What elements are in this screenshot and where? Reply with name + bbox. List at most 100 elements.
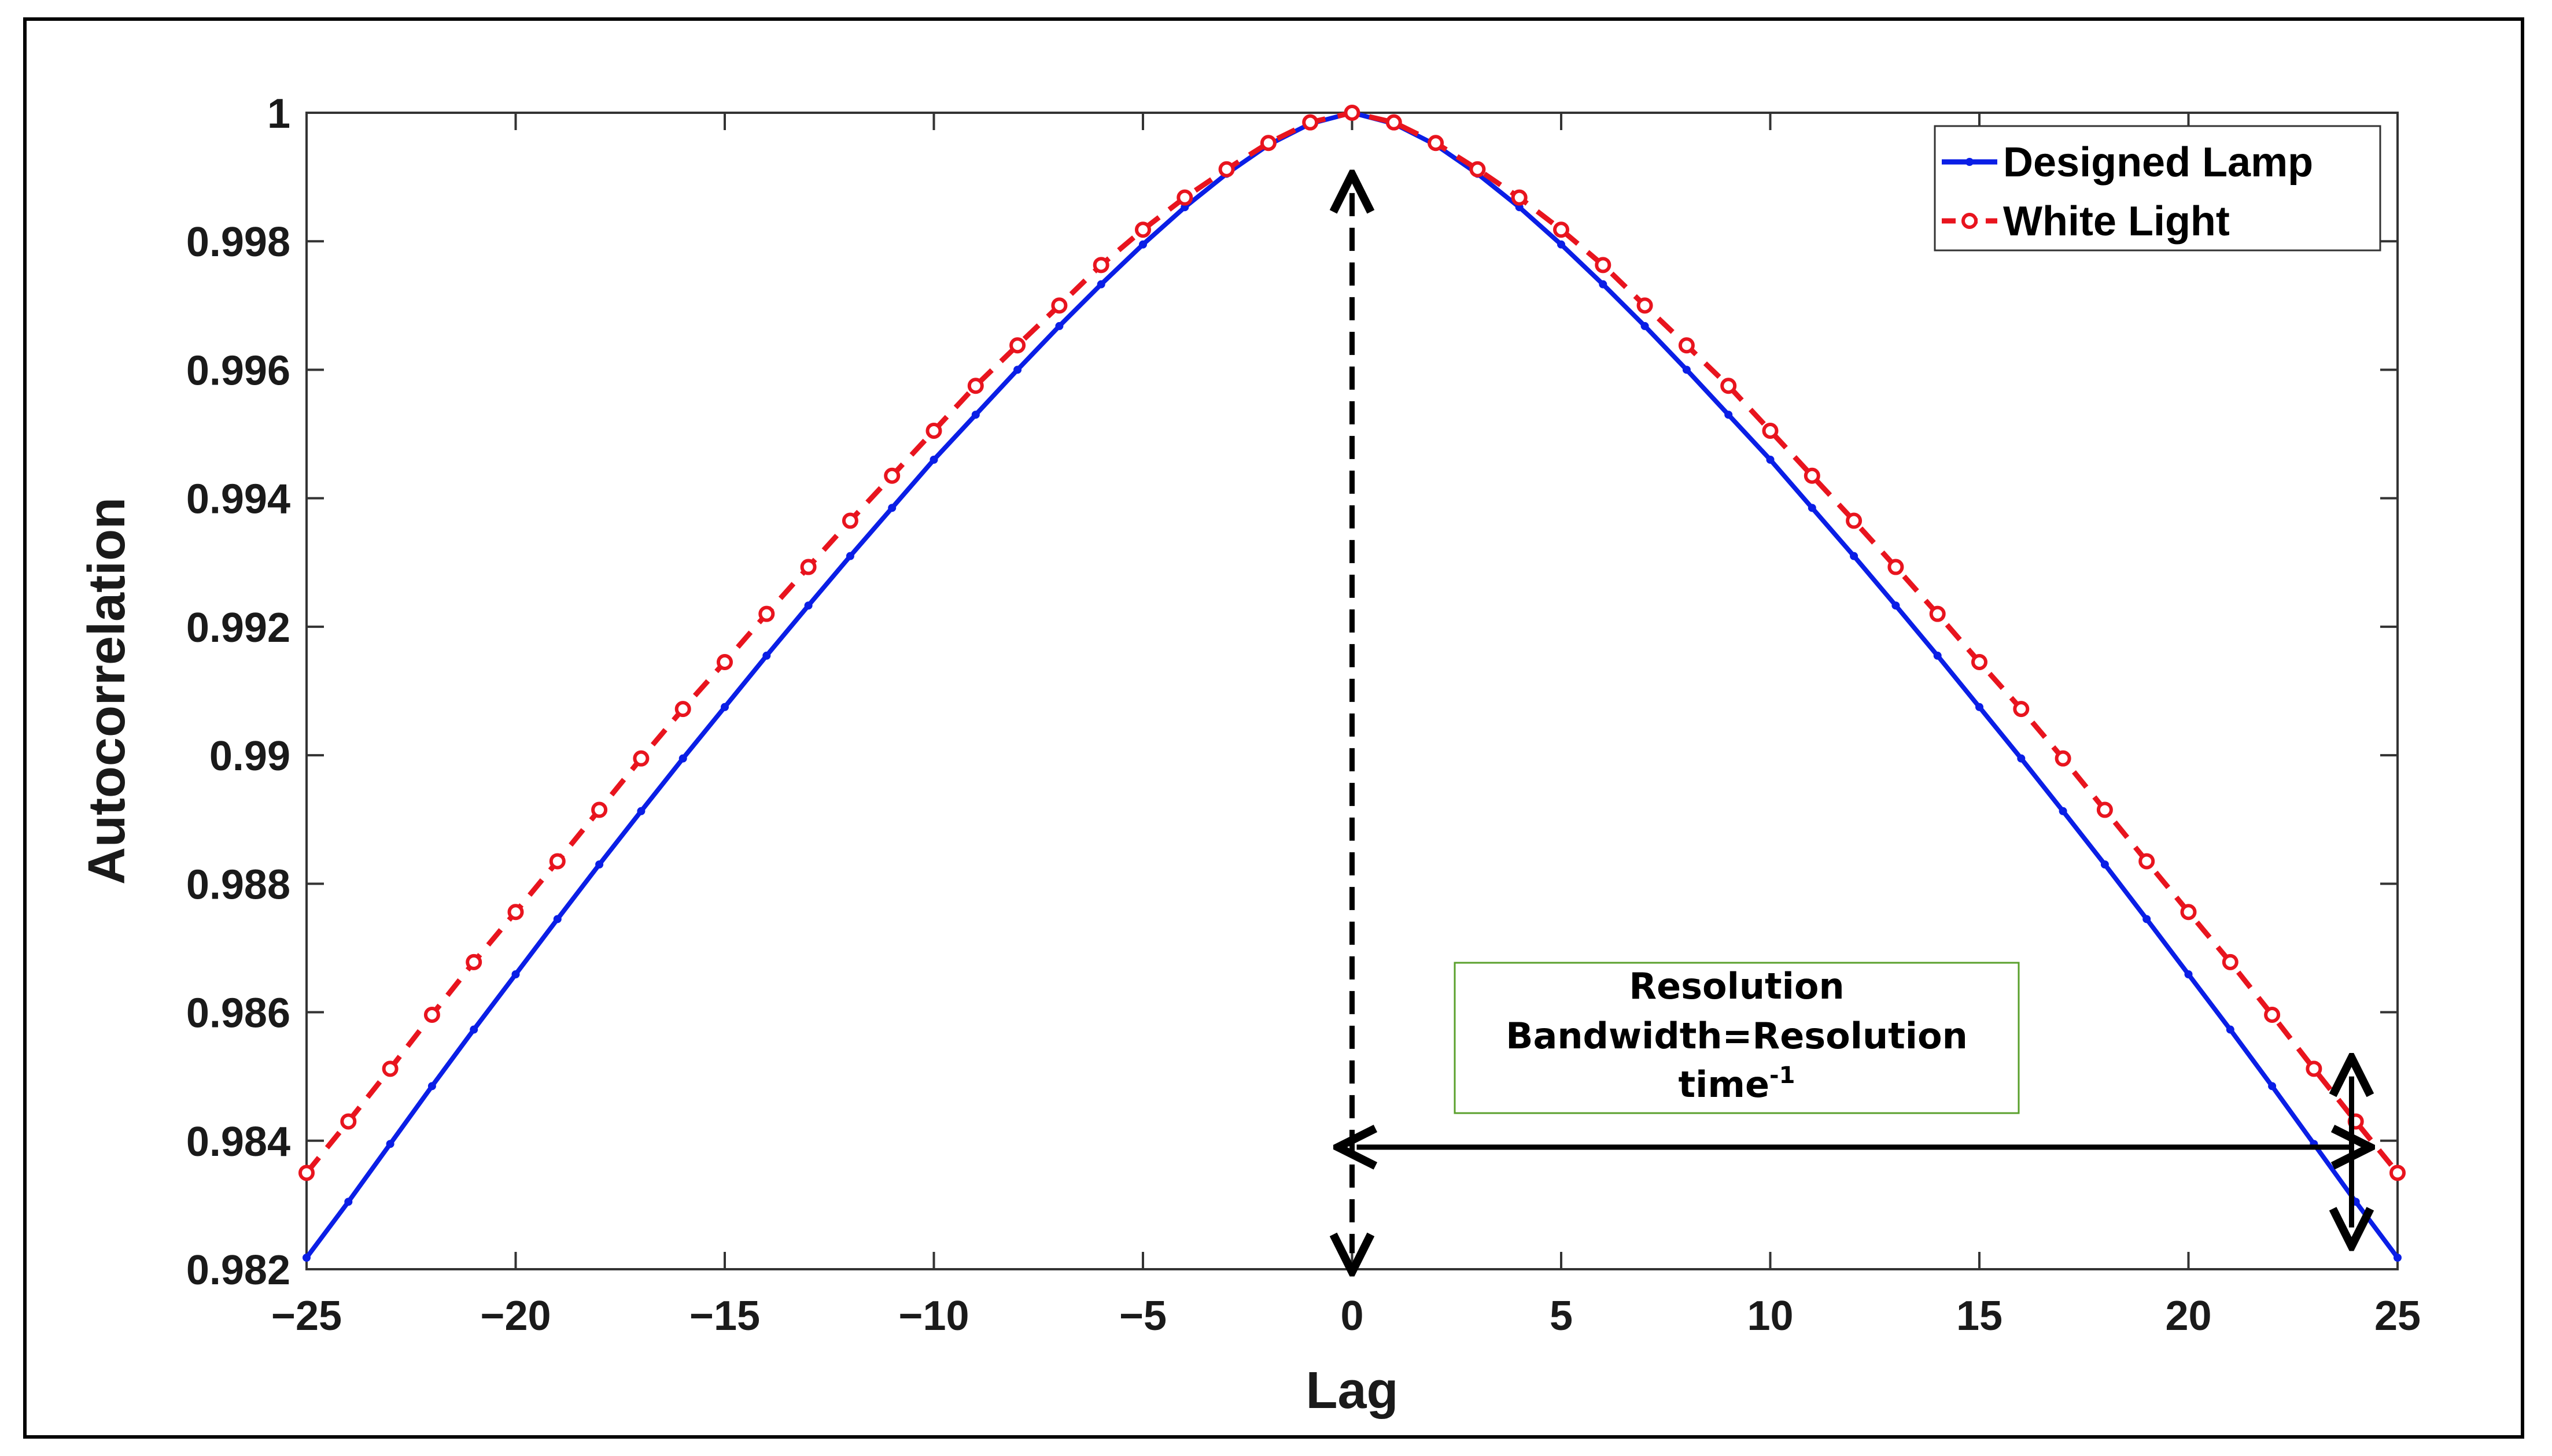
annotation-line-2: Bandwidth=Resolution <box>1506 1015 1968 1057</box>
legend-label: White Light <box>2003 198 2230 245</box>
data-point <box>1595 257 1611 274</box>
legend-box <box>1934 125 2381 252</box>
data-point <box>1553 221 1569 238</box>
data-point <box>2142 915 2151 923</box>
y-tick-label: 0.992 <box>186 605 290 651</box>
data-point <box>633 750 650 767</box>
y-tick-label: 0.99 <box>209 733 290 779</box>
x-tick-label: 0 <box>1340 1293 1363 1339</box>
data-point <box>1766 456 1775 464</box>
data-point <box>1055 321 1064 330</box>
x-tick-label: −5 <box>1119 1293 1167 1339</box>
data-point <box>1428 135 1444 151</box>
data-point <box>423 1007 440 1023</box>
x-tick-label: −20 <box>480 1293 551 1339</box>
data-point <box>344 1198 353 1206</box>
x-tick-label: −10 <box>898 1293 969 1339</box>
data-point <box>1975 703 1983 711</box>
data-point <box>1933 651 1942 660</box>
data-point <box>2222 954 2238 970</box>
y-tick-label: 0.994 <box>186 476 290 523</box>
data-point <box>1051 297 1068 314</box>
legend-label: Designed Lamp <box>2003 139 2313 186</box>
data-point <box>1640 321 1649 330</box>
annotation-line-1: Resolution <box>1629 965 1844 1007</box>
data-point <box>717 654 733 670</box>
data-point <box>2226 1025 2234 1034</box>
data-point <box>1260 135 1277 151</box>
legend: Designed Lamp White Light <box>1934 125 2381 252</box>
data-point <box>1720 378 1737 394</box>
data-point <box>1682 365 1691 374</box>
data-point <box>1724 411 1733 419</box>
data-point <box>2180 904 2197 921</box>
x-tick-label: 25 <box>2374 1293 2421 1339</box>
data-point <box>804 601 813 610</box>
x-tick-label: −15 <box>689 1293 760 1339</box>
data-point <box>1177 189 1193 206</box>
data-point <box>591 801 608 818</box>
data-point <box>340 1113 357 1130</box>
y-tick-label: 0.984 <box>186 1119 290 1165</box>
annotation-superscript: -1 <box>1769 1062 1795 1089</box>
x-axis-label: Lag <box>1305 1362 1398 1420</box>
x-tick-label: 10 <box>1747 1293 1793 1339</box>
data-point <box>2268 1082 2277 1091</box>
data-point <box>386 1140 394 1148</box>
data-point <box>511 970 520 978</box>
resolution-annotation-box <box>1454 962 2020 1114</box>
legend-swatch-marker <box>1965 158 1974 166</box>
data-point <box>888 504 897 512</box>
x-tick-label: 5 <box>1550 1293 1573 1339</box>
plot-area: 0.982 0.984 0.986 0.988 0.99 0.992 0.994 0.996 0… <box>186 91 2421 1339</box>
legend-entry: White Light <box>1942 198 2230 245</box>
data-point <box>1097 280 1105 289</box>
data-point <box>427 1082 436 1091</box>
x-tick-label: −25 <box>271 1293 342 1339</box>
data-point <box>1887 559 1904 575</box>
data-point <box>2100 860 2109 869</box>
x-tick-label: 20 <box>2165 1293 2211 1339</box>
y-tick-label: 1 <box>267 91 290 137</box>
data-point <box>1891 601 1900 610</box>
data-point <box>298 1165 315 1181</box>
annotations: Resolution Bandwidth=Resolution time-1 <box>1352 193 2352 1253</box>
x-tick-label: 15 <box>1956 1293 2002 1339</box>
y-tick-label: 0.986 <box>186 991 290 1037</box>
data-point <box>1093 257 1109 274</box>
data-point <box>2017 754 2026 763</box>
data-point <box>2138 853 2155 870</box>
data-point <box>2184 970 2193 978</box>
data-point <box>1302 114 1319 131</box>
data-point <box>1846 512 1863 529</box>
y-tick-label: 0.998 <box>186 219 290 265</box>
data-point <box>2059 807 2067 815</box>
data-point <box>1135 221 1151 238</box>
y-tick-label: 0.996 <box>186 348 290 394</box>
data-point <box>758 605 775 622</box>
data-point <box>1139 240 1147 249</box>
figure-frame <box>23 17 2524 1439</box>
data-point <box>930 456 938 464</box>
data-point <box>1808 504 1816 512</box>
data-point <box>1511 189 1528 206</box>
data-point <box>637 807 646 815</box>
data-point <box>678 754 687 763</box>
data-point <box>1344 105 1360 121</box>
data-point <box>971 411 980 419</box>
y-axis-label: Autocorrelation <box>78 497 136 885</box>
data-point <box>1469 161 1486 178</box>
data-point <box>1804 467 1820 484</box>
data-point <box>846 552 854 560</box>
data-point <box>925 423 942 439</box>
data-point <box>2264 1007 2281 1023</box>
y-axis-ticks: 0.982 0.984 0.986 0.988 0.99 0.992 0.994 0.996 0… <box>186 91 2398 1294</box>
legend-swatch-marker <box>1961 213 1978 229</box>
data-point <box>303 1254 311 1262</box>
data-point <box>1385 114 1402 131</box>
data-point <box>382 1060 399 1077</box>
data-point <box>2389 1165 2406 1181</box>
data-point <box>1013 365 1022 374</box>
data-point <box>507 904 524 921</box>
